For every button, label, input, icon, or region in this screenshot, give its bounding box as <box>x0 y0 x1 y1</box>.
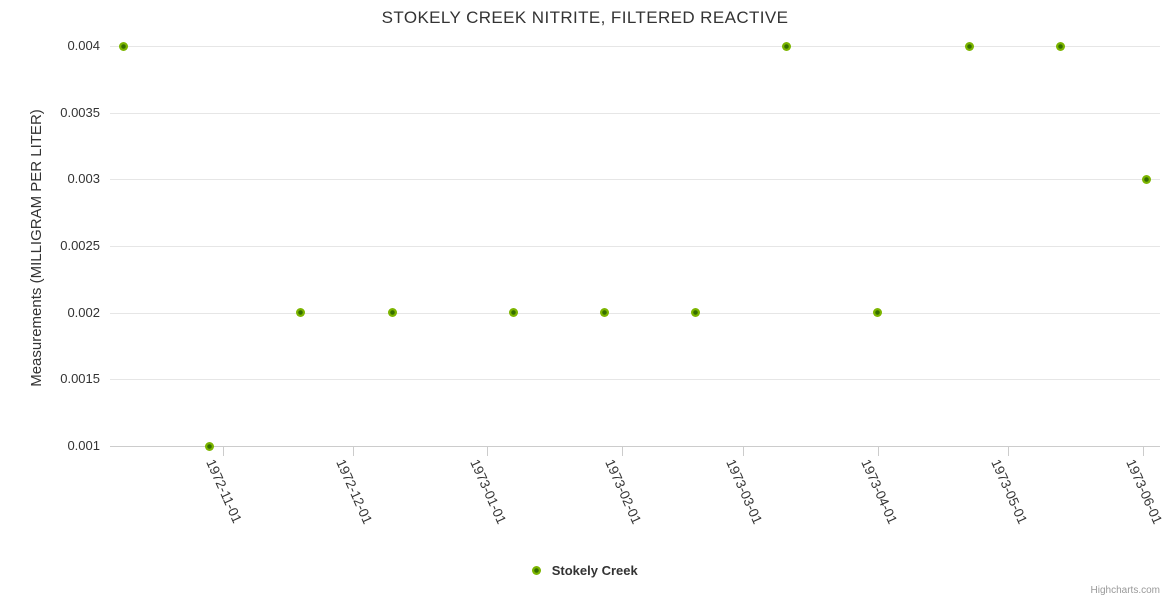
legend-marker-icon <box>532 566 542 576</box>
x-axis-tick-label: 1972-12-01 <box>333 457 376 527</box>
y-axis-tick-label: 0.002 <box>67 304 100 320</box>
data-point[interactable] <box>296 308 306 318</box>
x-axis-tick-label: 1973-01-01 <box>467 457 510 527</box>
x-axis-tick <box>877 446 879 456</box>
legend-series-label: Stokely Creek <box>551 563 638 579</box>
x-axis-tick <box>487 446 489 456</box>
plot-area <box>110 41 1160 456</box>
x-axis-tick <box>621 446 623 456</box>
y-gridline <box>110 312 1160 314</box>
data-point[interactable] <box>509 308 518 318</box>
x-axis-tick-label: 1973-02-01 <box>602 457 645 527</box>
y-axis-labels: 0.001 0.0015 0.002 0.0025 0.003 0.0035 0.004 <box>0 38 100 453</box>
y-gridline <box>110 379 1160 381</box>
x-axis-tick-label: 1973-05-01 <box>988 457 1031 527</box>
y-gridline <box>110 246 1160 247</box>
y-axis-tick-label: 0.004 <box>67 38 100 53</box>
chart-title: STOKELY CREEK NITRITE, FILTERED REACTIVE <box>381 8 789 27</box>
y-axis-tick-label: 0.003 <box>67 171 100 187</box>
x-axis-tick <box>222 446 224 456</box>
y-axis-tick-label: 0.0015 <box>60 371 100 387</box>
y-axis-tick-label: 0.001 <box>67 438 100 453</box>
y-gridline <box>110 46 1160 47</box>
data-point[interactable] <box>1055 41 1065 51</box>
y-axis-tick-label: 0.0025 <box>60 238 100 253</box>
data-point[interactable] <box>387 308 397 318</box>
x-axis-tick <box>352 446 354 456</box>
x-axis-tick-label: 1972-11-01 <box>203 457 245 526</box>
y-gridline <box>110 112 1160 114</box>
x-axis-tick <box>1008 446 1010 456</box>
data-point[interactable] <box>118 41 128 51</box>
x-axis-tick <box>743 446 745 456</box>
data-point[interactable] <box>873 308 883 318</box>
data-point[interactable] <box>600 308 610 318</box>
data-point[interactable] <box>782 41 792 51</box>
y-gridline <box>110 179 1160 181</box>
legend-item-stokely-creek[interactable]: Stokely Creek <box>0 562 1170 580</box>
highcharts-credits-link[interactable]: Highcharts.com <box>1090 585 1160 596</box>
data-point[interactable] <box>205 441 215 451</box>
x-axis-tick-label: 1973-04-01 <box>858 457 901 527</box>
y-axis-tick-label: 0.0035 <box>60 104 100 120</box>
data-point[interactable] <box>1142 174 1152 184</box>
x-axis-tick-label: 1973-06-01 <box>1122 457 1165 527</box>
x-axis-tick <box>1142 446 1144 456</box>
data-point[interactable] <box>964 41 974 51</box>
data-point[interactable] <box>691 308 701 318</box>
x-axis-labels: 1972-11-01 1972-12-01 1973-01-01 1973-02-01… <box>110 457 1165 557</box>
x-axis-tick-label: 1973-03-01 <box>723 457 766 527</box>
